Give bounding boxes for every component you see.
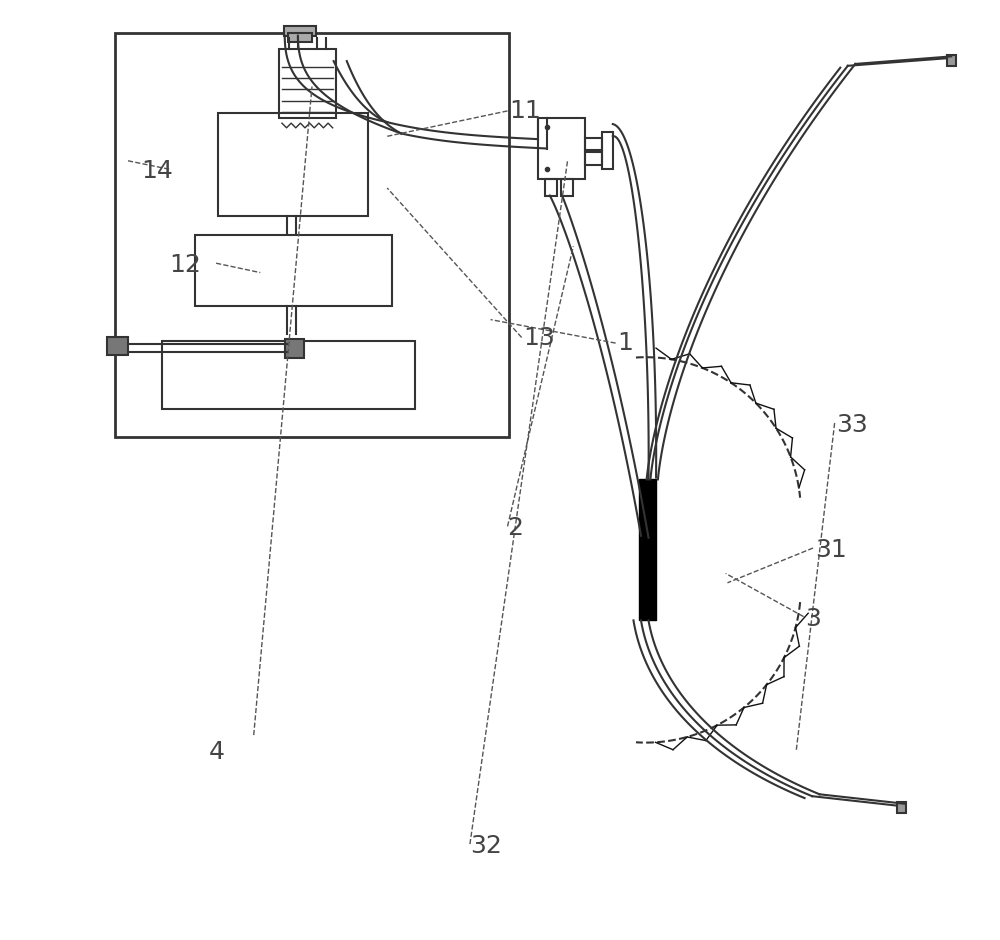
Text: 1: 1: [618, 331, 633, 355]
Bar: [585, 152, 602, 164]
Bar: [602, 132, 613, 169]
Bar: [115, 33, 509, 437]
Bar: [585, 138, 602, 150]
Bar: [561, 179, 573, 196]
Bar: [195, 235, 392, 306]
Text: 31: 31: [815, 538, 847, 562]
Bar: [288, 33, 312, 42]
Text: 3: 3: [806, 606, 821, 631]
Bar: [897, 802, 906, 813]
Text: 14: 14: [141, 159, 173, 183]
Text: 13: 13: [524, 326, 555, 351]
Bar: [284, 26, 316, 36]
Text: 2: 2: [508, 516, 524, 540]
Bar: [639, 479, 656, 620]
Bar: [538, 118, 585, 179]
Bar: [162, 341, 415, 409]
Text: 33: 33: [837, 413, 868, 437]
Text: 12: 12: [169, 253, 201, 277]
Text: 11: 11: [509, 99, 541, 123]
Text: 4: 4: [209, 740, 225, 764]
Bar: [285, 339, 304, 358]
Bar: [218, 113, 368, 216]
Bar: [107, 337, 128, 355]
Text: 32: 32: [470, 834, 502, 858]
Bar: [279, 49, 336, 118]
Bar: [946, 55, 956, 66]
Bar: [545, 179, 557, 196]
